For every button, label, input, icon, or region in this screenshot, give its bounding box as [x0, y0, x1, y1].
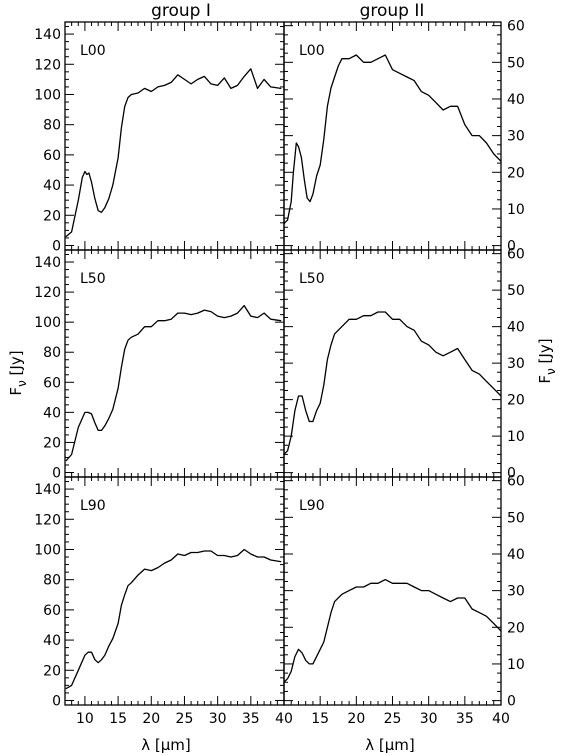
y-tick-label-group-ii-l90-10: 10: [507, 657, 525, 673]
y-tick-label-group-ii-l00-40: 40: [507, 92, 525, 108]
y-tick-label-group-i-l00-20: 20: [43, 208, 61, 224]
y-tick-label-group-i-l00-100: 100: [34, 87, 61, 103]
x-tick-label-group-ii-l90-15: 15: [311, 711, 329, 727]
panel-label-group-i-l50: L50: [80, 271, 106, 287]
column-title-group-ii: group II: [360, 1, 425, 21]
x-tick-label-group-i-l90-10: 10: [76, 711, 94, 727]
y-tick-label-group-ii-l50-20: 20: [507, 393, 525, 409]
y-tick-label-group-ii-l90-60: 60: [507, 474, 525, 490]
series-line-group-ii-l50: [283, 311, 502, 456]
ylabel-unit-right: [Jy]: [536, 338, 554, 363]
y-tick-label-group-i-l50-100: 100: [34, 315, 61, 331]
y-tick-label-group-ii-l00-10: 10: [507, 202, 525, 218]
panel-label-group-ii-l00: L00: [299, 43, 325, 59]
panel-label-group-i-l90: L90: [80, 498, 106, 514]
y-tick-label-group-i-l00-0: 0: [52, 238, 61, 254]
y-tick-label-group-i-l90-60: 60: [43, 603, 61, 619]
y-tick-label-group-ii-l00-0: 0: [507, 239, 516, 255]
column-title-group-i: group I: [151, 1, 211, 21]
y-tick-label-group-i-l00-60: 60: [43, 148, 61, 164]
y-tick-label-group-i-l90-100: 100: [34, 542, 61, 558]
panel-group-ii-l00: 0 10 20 30 40 50 60 L00: [283, 19, 525, 255]
y-tick-label-group-ii-l00-50: 50: [507, 55, 525, 71]
panel-label-group-i-l00: L00: [80, 43, 106, 59]
y-tick-label-group-i-l00-40: 40: [43, 178, 61, 194]
y-axis-label-left: Fν [Jy]: [7, 350, 29, 395]
series-line-group-ii-l90: [283, 578, 502, 683]
x-tick-label-group-i-l90-20: 20: [142, 711, 160, 727]
y-tick-label-group-ii-l50-10: 10: [507, 429, 525, 445]
x-tick-label-group-i-l90-15: 15: [109, 711, 127, 727]
ylabel-sub-right: ν: [544, 368, 558, 375]
xlabel-unit-right: [μm]: [379, 736, 415, 754]
series-line-group-ii-l00: [283, 54, 502, 225]
ylabel-base-right: F: [536, 375, 554, 384]
y-tick-label-group-ii-l00-60: 60: [507, 19, 525, 35]
series-line-group-i-l90: [65, 548, 282, 690]
ylabel-unit: [Jy]: [7, 350, 25, 375]
y-tick-label-group-i-l50-140: 140: [34, 255, 61, 271]
y-tick-label-group-i-l90-140: 140: [34, 482, 61, 498]
series-line-group-i-l50: [65, 304, 282, 462]
y-tick-label-group-ii-l50-30: 30: [507, 356, 525, 372]
x-axis-label-left: λ [μm]: [141, 736, 191, 754]
series-line-group-i-l00: [65, 68, 282, 238]
y-tick-label-group-i-l00-80: 80: [43, 118, 61, 134]
y-tick-label-group-i-l00-120: 120: [34, 57, 61, 73]
y-tick-label-group-i-l50-20: 20: [43, 435, 61, 451]
y-tick-label-group-i-l50-60: 60: [43, 375, 61, 391]
y-tick-label-group-i-l50-120: 120: [34, 285, 61, 301]
y-tick-label-group-ii-l90-40: 40: [507, 547, 525, 563]
y-tick-label-group-i-l90-40: 40: [43, 633, 61, 649]
y-tick-label-group-ii-l90-20: 20: [507, 620, 525, 636]
y-tick-label-group-ii-l50-0: 0: [507, 466, 516, 482]
y-tick-label-group-i-l90-80: 80: [43, 573, 61, 589]
y-tick-label-group-i-l50-40: 40: [43, 405, 61, 421]
y-tick-label-group-i-l00-140: 140: [34, 27, 61, 43]
panels: 020406080100120140L000102030405060L00020…: [34, 19, 525, 727]
x-tick-label-group-i-l90-35: 35: [242, 711, 260, 727]
y-tick-label-group-ii-l50-50: 50: [507, 283, 525, 299]
y-tick-label-group-i-l50-0: 0: [52, 465, 61, 481]
y-tick-label-group-ii-l90-30: 30: [507, 584, 525, 600]
xlabel-unit-left: [μm]: [155, 736, 191, 754]
x-tick-label-group-i-l90-30: 30: [209, 711, 227, 727]
y-tick-label-group-i-l50-80: 80: [43, 345, 61, 361]
y-tick-label-group-ii-l00-20: 20: [507, 165, 525, 181]
y-tick-label-group-ii-l90-0: 0: [507, 694, 516, 710]
y-tick-label-group-ii-l50-40: 40: [507, 320, 525, 336]
panel-group-i-l50: 0 20 40 60 80 100 120 140 L50: [34, 249, 285, 481]
xlabel-lambda-left: λ: [141, 736, 150, 754]
y-tick-label-group-ii-l90-50: 50: [507, 510, 525, 526]
panel-group-ii-l90: 0 10 20 30 40 50 60 15 20 25 30 35 40 L90: [283, 474, 525, 727]
panel-label-group-ii-l50: L50: [299, 271, 325, 287]
x-tick-label-group-ii-l90-40: 40: [492, 711, 510, 727]
y-tick-label-group-i-l90-20: 20: [43, 663, 61, 679]
y-tick-label-group-i-l90-0: 0: [52, 693, 61, 709]
y-axis-label-right: Fν [Jy]: [536, 338, 558, 383]
y-tick-label-group-ii-l50-60: 60: [507, 247, 525, 263]
x-tick-label-group-ii-l90-35: 35: [456, 711, 474, 727]
panel-label-group-ii-l90: L90: [299, 498, 325, 514]
x-tick-label-group-i-l90-40: 40: [275, 711, 293, 727]
panel-group-i-l90: 0 20 40 60 80 100 120 140 10 15 20 25 30 35 40 L90: [34, 476, 293, 727]
x-axis-label-right: λ [μm]: [365, 736, 415, 754]
x-tick-label-group-i-l90-25: 25: [176, 711, 194, 727]
xlabel-lambda-right: λ: [365, 736, 374, 754]
y-tick-label-group-i-l90-120: 120: [34, 512, 61, 528]
ylabel-base: F: [7, 387, 25, 396]
y-tick-label-group-ii-l00-30: 30: [507, 129, 525, 145]
x-tick-label-group-ii-l90-30: 30: [420, 711, 438, 727]
ylabel-sub: ν: [15, 380, 29, 387]
panel-group-i-l00: 0 20 40 60 80 100 120 140 L00: [34, 21, 285, 254]
x-tick-label-group-ii-l90-25: 25: [384, 711, 402, 727]
panel-group-ii-l50: 0 10 20 30 40 50 60 L50: [283, 247, 525, 482]
x-tick-label-group-ii-l90-20: 20: [347, 711, 365, 727]
